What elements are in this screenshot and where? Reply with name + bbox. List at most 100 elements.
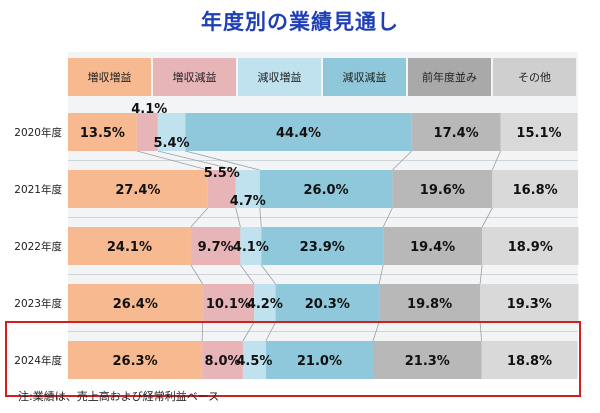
category-label: 2020年度 <box>14 126 62 139</box>
bar-segment <box>202 284 255 322</box>
bar-segment <box>492 170 578 208</box>
bar-segment <box>261 227 384 265</box>
highlight-frame <box>5 321 581 397</box>
data-label: 17.4% <box>434 126 479 141</box>
data-label: 15.1% <box>516 126 561 141</box>
connector-line <box>136 150 208 171</box>
connector-line <box>382 207 393 228</box>
connector-line <box>259 207 262 228</box>
legend-label: 減収増益 <box>258 70 302 84</box>
data-label: 23.9% <box>300 240 345 255</box>
connector-line <box>491 150 501 171</box>
bar-segment <box>235 170 260 208</box>
data-label: 26.0% <box>304 183 349 198</box>
bar-segment <box>68 170 208 208</box>
connector-line <box>265 321 276 342</box>
legend-swatch <box>408 58 491 96</box>
data-label: 19.4% <box>410 240 455 255</box>
bar-segment <box>480 284 579 322</box>
connector-line <box>240 264 255 285</box>
bar-segment <box>202 341 243 379</box>
bar-segment <box>240 227 262 265</box>
bar-segment <box>392 170 493 208</box>
data-label: 19.3% <box>507 297 552 312</box>
data-label: 8.0% <box>204 354 240 369</box>
data-label: 21.0% <box>297 354 342 369</box>
legend-swatch <box>493 58 576 96</box>
connector-line <box>235 207 241 228</box>
category-label: 2024年度 <box>14 354 62 367</box>
footnote: 注:業績は、売上高および経常利益ベース <box>18 390 220 403</box>
data-label: 20.3% <box>305 297 350 312</box>
category-label: 2022年度 <box>14 240 62 253</box>
data-label: 4.7% <box>230 194 266 209</box>
data-label: 24.1% <box>107 240 152 255</box>
data-label: 13.5% <box>80 126 125 141</box>
legend-swatch <box>153 58 236 96</box>
bar-segment <box>68 113 137 151</box>
data-label: 5.4% <box>153 136 189 151</box>
bar-segment <box>254 284 276 322</box>
bar-segment <box>68 284 203 322</box>
bar-segment <box>68 341 203 379</box>
data-label: 19.8% <box>407 297 452 312</box>
data-label: 16.8% <box>513 183 558 198</box>
connector-line <box>157 150 236 171</box>
data-label: 10.1% <box>206 297 251 312</box>
bar-segment <box>259 170 393 208</box>
data-label: 4.2% <box>247 297 283 312</box>
bar-segment <box>68 227 191 265</box>
data-label: 27.4% <box>115 183 160 198</box>
bar-segment <box>379 284 481 322</box>
legend-swatch <box>238 58 321 96</box>
bar-segment <box>185 113 412 151</box>
data-label: 4.1% <box>131 102 167 117</box>
connector-line <box>242 321 255 342</box>
plot-background <box>68 52 578 374</box>
data-label: 4.1% <box>233 240 269 255</box>
bar-segment <box>411 113 501 151</box>
legend-swatch <box>323 58 406 96</box>
connector-line <box>190 207 209 228</box>
connector-line <box>260 264 276 285</box>
connector-line <box>185 150 260 171</box>
bar-segment <box>481 341 578 379</box>
data-label: 18.8% <box>507 354 552 369</box>
connector-line <box>201 321 204 342</box>
data-label: 5.5% <box>204 166 240 181</box>
category-label: 2021年度 <box>14 183 62 196</box>
legend-label: その他 <box>518 71 551 84</box>
data-label: 19.6% <box>420 183 465 198</box>
connector-line <box>190 264 203 285</box>
bar-segment <box>275 284 380 322</box>
bar-segment <box>136 113 158 151</box>
legend-label: 増収増益 <box>88 70 132 84</box>
data-label: 9.7% <box>198 240 234 255</box>
data-label: 18.9% <box>508 240 553 255</box>
chart-title: 年度別の業績見通し <box>201 10 399 34</box>
bar-segment <box>372 341 482 379</box>
connector-line <box>479 321 483 342</box>
connector-line <box>481 207 493 228</box>
data-label: 21.3% <box>405 354 450 369</box>
connector-line <box>378 264 384 285</box>
bar-segment <box>207 170 236 208</box>
connector-line <box>372 321 380 342</box>
data-label: 44.4% <box>276 126 321 141</box>
legend-label: 減収減益 <box>343 70 387 84</box>
data-label: 26.4% <box>113 297 158 312</box>
data-label: 4.5% <box>236 354 272 369</box>
bar-segment <box>265 341 373 379</box>
connector-line <box>392 150 413 171</box>
legend-label: 前年度並み <box>422 70 477 84</box>
bar-segment <box>190 227 241 265</box>
bar-segment <box>500 113 578 151</box>
legend-swatch <box>68 58 151 96</box>
bar-segment <box>482 227 579 265</box>
bar-segment <box>383 227 483 265</box>
bar-segment <box>242 341 266 379</box>
connector-line <box>479 264 483 285</box>
bar-segment <box>157 113 186 151</box>
category-label: 2023年度 <box>14 297 62 310</box>
